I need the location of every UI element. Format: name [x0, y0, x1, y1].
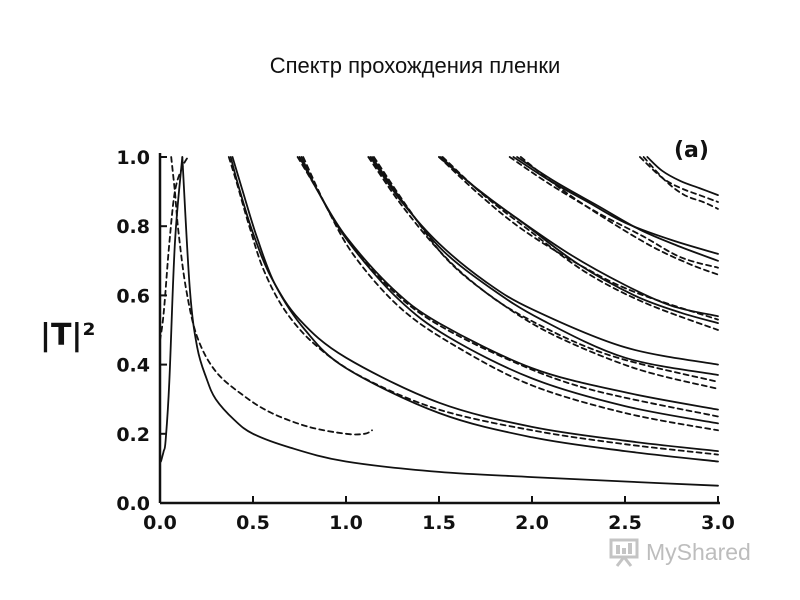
solid-curve-5 — [231, 156, 719, 463]
dashed-curve-13 — [367, 156, 719, 383]
slide-title: Спектр прохождения пленки — [269, 53, 561, 78]
x-tick-label: 1.5 — [422, 512, 456, 534]
solid-curve-1 — [181, 156, 719, 487]
watermark: MyShared — [608, 535, 751, 569]
solid-curve-11 — [369, 156, 719, 366]
dashed-curve-25 — [642, 156, 719, 210]
solid-curve-8 — [300, 156, 719, 425]
solid-curve-20 — [516, 156, 719, 262]
x-tick-label: 2.0 — [515, 512, 549, 534]
panel-label: (a) — [674, 138, 709, 163]
dashed-curve-10 — [302, 156, 719, 432]
chart-curves — [159, 156, 719, 487]
y-axis-label: |T|² — [40, 318, 96, 353]
solid-curve-23 — [646, 156, 719, 196]
dashed-curve-18 — [438, 156, 719, 321]
x-tick-label: 0.0 — [143, 512, 177, 534]
x-tick-label: 2.5 — [608, 512, 642, 534]
presentation-board-icon — [609, 538, 639, 567]
y-tick-label: 1.0 — [116, 147, 150, 169]
solid-curve-19 — [512, 156, 719, 255]
solid-curve-4 — [229, 156, 719, 452]
y-tick-label: 0.0 — [116, 493, 150, 515]
y-tick-label: 0.2 — [116, 424, 150, 446]
dashed-curve-6 — [227, 156, 719, 456]
y-tick-label: 0.4 — [116, 355, 150, 377]
x-tick-label: 1.0 — [329, 512, 363, 534]
chart-ticks: 0.0 0.5 1.0 1.5 2.0 2.5 3.0 0.0 0.2 0.4 0.6 0.8 1.0 — [116, 147, 735, 534]
dashed-curve-24 — [639, 156, 719, 203]
dashed-curve-14 — [373, 156, 719, 390]
dashed-curve-3 — [170, 156, 373, 436]
dashed-curve-2 — [159, 156, 189, 342]
solid-curve-15 — [438, 156, 719, 318]
dashed-curve-17 — [441, 156, 719, 331]
y-tick-label: 0.6 — [116, 285, 150, 307]
solid-curve-12 — [371, 156, 719, 376]
solid-curve-7 — [298, 156, 719, 411]
dashed-curve-22 — [519, 156, 719, 276]
watermark-brand: MyShared — [646, 538, 751, 565]
dashed-curve-21 — [508, 156, 719, 269]
y-tick-label: 0.8 — [116, 216, 150, 238]
solid-curve-16 — [440, 156, 719, 324]
x-tick-label: 0.5 — [236, 512, 270, 534]
x-tick-label: 3.0 — [701, 512, 735, 534]
